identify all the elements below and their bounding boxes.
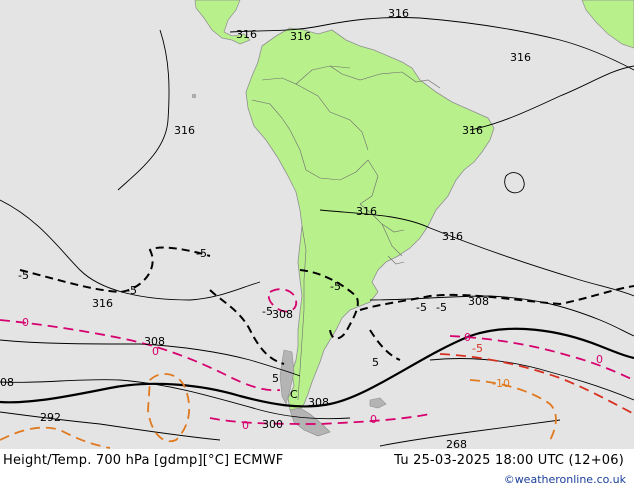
isotherm-neg5-center bbox=[299, 269, 359, 340]
contour-cell bbox=[504, 172, 525, 194]
contour-lower-right bbox=[429, 358, 634, 401]
label-316-i: 316 bbox=[92, 297, 113, 310]
label-316-b: 316 bbox=[290, 30, 311, 43]
isotherm-neg5-loop bbox=[209, 289, 285, 365]
temp-labels: -5 -5 -5 -5 -5 -5 -5 5 5 0 0 0 0 0 0 -10… bbox=[18, 247, 603, 432]
isotherm-neg10-sw bbox=[0, 426, 111, 449]
label-316-d: 316 bbox=[510, 51, 531, 64]
border-ecuador-peru bbox=[251, 99, 307, 171]
label-neg5-d: -5 bbox=[330, 280, 341, 293]
isotherm-neg5-east bbox=[359, 285, 634, 311]
contour-316-pacific bbox=[117, 29, 170, 191]
label-5-i: 5 bbox=[372, 356, 379, 369]
border-brazil-peru bbox=[295, 83, 369, 151]
land-layer bbox=[191, 0, 634, 437]
height-labels: 316 316 316 316 316 316 316 316 316 308 … bbox=[0, 7, 531, 449]
label-5-h: 5 bbox=[272, 372, 279, 385]
isotherm-neg10-cell bbox=[147, 373, 191, 443]
isotherm-0-loop bbox=[267, 288, 298, 313]
label-neg5-c: -5 bbox=[196, 247, 207, 260]
label-08-edge: 08 bbox=[0, 376, 14, 389]
africa-land bbox=[581, 0, 634, 49]
label-300: 300 bbox=[262, 418, 283, 431]
borders-layer bbox=[251, 65, 441, 401]
label-292: 292 bbox=[40, 411, 61, 424]
label-0-e: 0 bbox=[464, 331, 471, 344]
label-neg10: -10 bbox=[492, 377, 510, 390]
label-0-a: 0 bbox=[22, 316, 29, 329]
falklands-land bbox=[369, 397, 387, 409]
copyright-link[interactable]: ©weatheronline.co.uk bbox=[503, 473, 626, 486]
contour-268 bbox=[379, 419, 561, 447]
label-neg5-red: -5 bbox=[472, 342, 483, 355]
contour-308-thick bbox=[0, 327, 634, 408]
label-308-b: 308 bbox=[144, 335, 165, 348]
contour-316-south-atl bbox=[319, 209, 634, 297]
isotherm-neg5-south bbox=[369, 329, 401, 361]
label-316-a: 316 bbox=[236, 28, 257, 41]
isotherm-neg10-se bbox=[469, 379, 557, 445]
contour-316-east bbox=[469, 65, 634, 131]
label-0-c: 0 bbox=[242, 419, 249, 432]
map-footer: Height/Temp. 700 hPa [gdmp][°C] ECMWF Tu… bbox=[0, 449, 634, 490]
map-canvas: 316 316 316 316 316 316 316 316 316 308 … bbox=[0, 0, 634, 449]
label-316-c: 316 bbox=[388, 7, 409, 20]
label-neg5-b: -5 bbox=[126, 284, 137, 297]
temp-neg5-contours bbox=[19, 246, 634, 365]
label-neg5-f: -5 bbox=[416, 301, 427, 314]
height-contours bbox=[0, 17, 634, 447]
label-316-f: 316 bbox=[462, 124, 483, 137]
border-chile-argentina bbox=[297, 225, 307, 401]
contour-308-east bbox=[369, 295, 634, 337]
border-colombia bbox=[261, 65, 351, 85]
label-308-c: 308 bbox=[468, 295, 489, 308]
south-america-land bbox=[245, 27, 495, 413]
label-neg5-g: -5 bbox=[436, 301, 447, 314]
isotherm-0-west bbox=[0, 319, 281, 392]
label-neg5-e: -5 bbox=[262, 305, 273, 318]
galapagos-island bbox=[191, 93, 197, 99]
border-bolivia bbox=[305, 159, 379, 205]
label-316-e: 316 bbox=[174, 124, 195, 137]
border-venezuela bbox=[329, 65, 403, 81]
contour-316-top bbox=[229, 17, 634, 71]
isotherm-0-east bbox=[449, 335, 634, 381]
label-0-d: 0 bbox=[370, 413, 377, 426]
isotherm-neg5-west bbox=[19, 246, 211, 294]
label-268: 268 bbox=[446, 438, 467, 449]
contour-308 bbox=[0, 339, 301, 377]
border-guianas bbox=[401, 71, 441, 89]
label-neg5-a: -5 bbox=[18, 269, 29, 282]
label-C: C bbox=[290, 388, 298, 401]
map-title: Height/Temp. 700 hPa [gdmp][°C] ECMWF bbox=[3, 453, 284, 468]
label-0-f: 0 bbox=[596, 353, 603, 366]
valid-time: Tu 25-03-2025 18:00 UTC (12+06) bbox=[394, 453, 624, 468]
temp-0-contours bbox=[0, 288, 634, 425]
contour-300 bbox=[0, 379, 351, 420]
contour-316-left bbox=[0, 199, 261, 301]
label-316-h: 316 bbox=[442, 230, 463, 243]
border-uruguay bbox=[387, 255, 405, 265]
central-america-land bbox=[194, 0, 251, 45]
label-308-d: 308 bbox=[308, 396, 329, 409]
label-0-b: 0 bbox=[152, 345, 159, 358]
label-308-a: 308 bbox=[272, 308, 293, 321]
temp-neg10-contours bbox=[0, 373, 557, 449]
isotherm-neg5-red bbox=[439, 353, 634, 415]
border-argentina-brazil bbox=[381, 223, 403, 257]
contour-292 bbox=[0, 411, 221, 441]
label-316-g: 316 bbox=[356, 205, 377, 218]
